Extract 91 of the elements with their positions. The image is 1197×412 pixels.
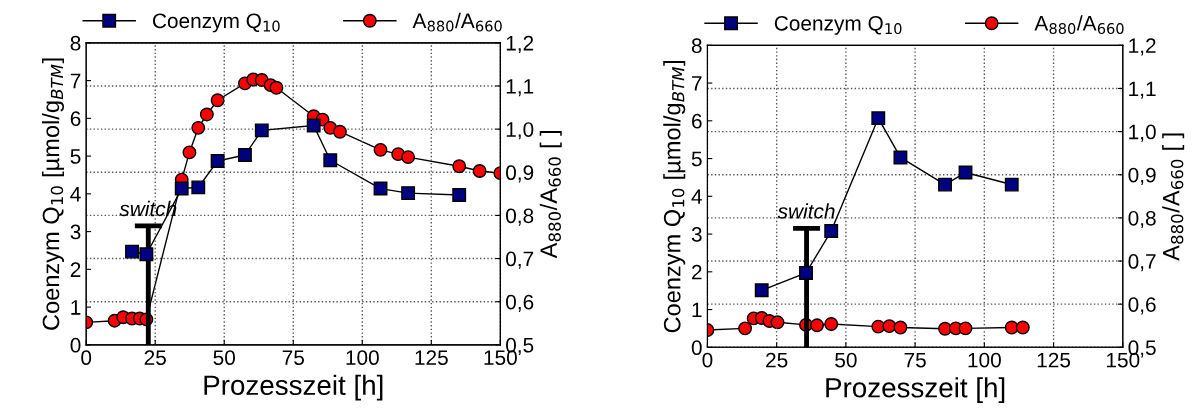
point — [254, 123, 269, 138]
y2-axis-title: A$_{880}$/A$_{660}$ [ ] — [1162, 133, 1185, 261]
y2-tick-label: 0,7 — [1128, 254, 1156, 272]
legend-label: Coenzym Q$_{10}$ — [774, 15, 902, 35]
legend-label: A$_{880}$/A$_{660}$ — [1034, 15, 1124, 35]
point — [1015, 320, 1030, 335]
y2-tick-label: 1,0 — [1129, 124, 1156, 142]
point — [824, 317, 839, 331]
point — [210, 93, 225, 108]
point — [182, 145, 197, 160]
y-tick-label: 2 — [692, 264, 702, 280]
y-tick-label: 4 — [691, 189, 702, 204]
y2-tick-label: 0,8 — [1128, 210, 1156, 229]
x-tick-label: 125 — [415, 350, 448, 366]
y-tick-label: 2 — [70, 262, 81, 277]
point — [472, 164, 487, 178]
x-tick-label: 125 — [1037, 352, 1071, 368]
y-tick-label: 1 — [692, 302, 702, 318]
point — [332, 124, 347, 139]
point — [373, 181, 388, 196]
y-axis-title: Coenzym Q$_{10}$ [µmol/g$_{BTM}$] — [663, 61, 686, 333]
x-axis-title: Prozesszeit [h] — [204, 374, 383, 401]
x-tick-label: 75 — [904, 352, 926, 368]
point — [452, 159, 467, 174]
y2-tick-label: 0,6 — [1128, 297, 1156, 315]
point — [938, 177, 952, 192]
point — [139, 247, 154, 262]
y-tick-label: 0 — [691, 340, 702, 356]
y2-tick-label: 1,2 — [1129, 38, 1156, 56]
x-tick-label: 100 — [346, 350, 379, 366]
y-axis-title: Coenzym Q$_{10}$ [µmol/g$_{BTM}$] — [41, 58, 64, 330]
y-tick-label: 5 — [691, 151, 702, 167]
y-tick-label: 6 — [70, 111, 81, 127]
y2-tick-label: 0,9 — [506, 165, 534, 183]
point — [810, 318, 825, 333]
point — [306, 118, 321, 133]
y-tick-label: 3 — [691, 227, 702, 242]
y2-axis-title: A$_{880}$/A$_{660}$ [ ] — [539, 130, 562, 259]
x-tick-label: 100 — [968, 352, 1001, 368]
point — [754, 283, 769, 298]
y-tick-label: 3 — [70, 224, 81, 240]
legend-label: A$_{880}$/A$_{660}$ — [412, 12, 502, 32]
x-tick-label: 50 — [835, 352, 857, 368]
y2-tick-label: 0,8 — [506, 208, 534, 226]
y2-tick-label: 1,1 — [1129, 81, 1156, 99]
point — [323, 153, 338, 168]
point — [452, 188, 467, 202]
point — [401, 150, 416, 165]
x-tick-label: 0 — [702, 352, 713, 368]
point — [238, 148, 252, 162]
point — [871, 111, 886, 126]
point — [893, 150, 908, 165]
point — [1004, 177, 1019, 192]
point — [269, 80, 284, 95]
point — [191, 120, 206, 135]
y-tick-label: 8 — [70, 35, 81, 51]
legend-label: Coenzym Q$_{10}$ — [152, 13, 280, 33]
x-tick-label: 0 — [81, 350, 92, 366]
x-tick-label: 75 — [282, 350, 304, 366]
y2-tick-label: 0,9 — [1128, 167, 1156, 185]
point — [824, 224, 839, 238]
point — [210, 154, 225, 168]
x-axis-title: Prozesszeit [h] — [826, 377, 1005, 404]
point — [401, 186, 416, 201]
y-tick-label: 7 — [692, 76, 702, 91]
x-tick-label: 50 — [213, 350, 236, 366]
point — [125, 244, 139, 259]
point — [799, 266, 813, 280]
x-tick-label: 25 — [766, 352, 788, 368]
y2-tick-label: 1,0 — [506, 122, 534, 140]
y2-tick-label: 1,1 — [506, 79, 534, 97]
ref-line-label: switch — [777, 203, 835, 219]
y2-tick-label: 0,7 — [506, 251, 534, 269]
y-tick-label: 5 — [70, 149, 81, 164]
y-tick-label: 4 — [70, 187, 81, 202]
y-tick-label: 8 — [691, 38, 702, 54]
point — [174, 181, 189, 196]
point — [738, 321, 753, 336]
point — [958, 321, 973, 336]
y2-tick-label: 1,2 — [506, 35, 534, 54]
y2-tick-label: 0,6 — [506, 294, 534, 312]
point — [893, 320, 908, 335]
point — [199, 107, 214, 122]
point — [373, 142, 388, 157]
y-tick-label: 1 — [71, 300, 81, 315]
point — [191, 180, 206, 195]
x-tick-label: 25 — [144, 350, 166, 366]
point — [770, 315, 785, 330]
y-tick-label: 6 — [692, 113, 702, 129]
y-tick-label: 7 — [70, 73, 81, 89]
y-tick-label: 0 — [70, 337, 81, 353]
